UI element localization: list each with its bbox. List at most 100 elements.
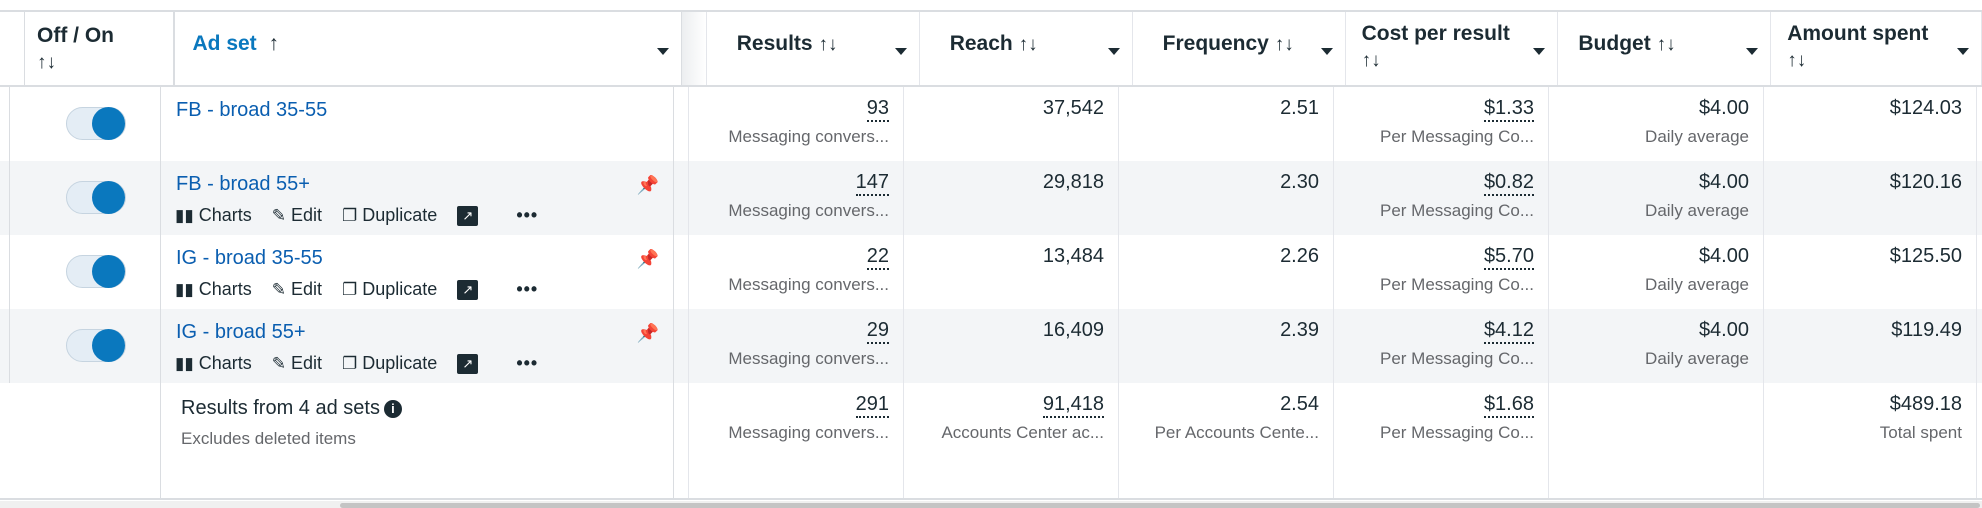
- on-off-toggle[interactable]: [66, 329, 126, 362]
- charts-button[interactable]: ▮▮ Charts: [175, 353, 252, 373]
- on-off-toggle[interactable]: [66, 107, 126, 140]
- frequency-value: 2.39: [1280, 319, 1319, 341]
- on-off-toggle[interactable]: [66, 255, 126, 288]
- cost-value[interactable]: $1.33: [1483, 97, 1534, 122]
- frequency-value: 2.51: [1280, 97, 1319, 119]
- results-value[interactable]: 29: [866, 319, 889, 344]
- trend-icon[interactable]: ↗: [457, 205, 479, 226]
- reach-value: 16,409: [1042, 319, 1104, 341]
- amount-value: $125.50: [1889, 245, 1962, 267]
- sort-icon[interactable]: ↑↓: [1656, 34, 1676, 55]
- column-menu-caret-icon[interactable]: [1533, 48, 1546, 55]
- sort-icon[interactable]: ↑↓: [1274, 34, 1294, 55]
- column-menu-caret-icon[interactable]: [1746, 48, 1759, 55]
- ad-sets-table: Off / On ↑↓ Ad set ↑ Results ↑↓ Reach ↑↓…: [0, 10, 1982, 500]
- more-options-icon[interactable]: •••: [516, 205, 539, 225]
- col-budget-header[interactable]: Budget ↑↓: [1558, 12, 1772, 85]
- adset-name-link[interactable]: FB - broad 35-55: [176, 99, 328, 121]
- table-row: FB - broad 35-55 93 Messaging convers... …: [0, 87, 1982, 161]
- duplicate-icon: ❐: [342, 205, 358, 225]
- summary-cost[interactable]: $1.68: [1483, 393, 1534, 418]
- scrollbar-thumb[interactable]: [340, 503, 1980, 508]
- cost-value[interactable]: $5.70: [1483, 245, 1534, 270]
- budget-value: $4.00: [1698, 319, 1749, 341]
- duplicate-button[interactable]: ❐ Duplicate: [342, 205, 438, 225]
- col-offon-header[interactable]: Off / On ↑↓: [25, 12, 175, 85]
- column-menu-caret-icon[interactable]: [1320, 48, 1333, 55]
- col-amount-header[interactable]: Amount spent ↑↓: [1771, 12, 1982, 85]
- charts-button[interactable]: ▮▮ Charts: [175, 205, 252, 225]
- summary-subtitle: Excludes deleted items: [181, 429, 356, 448]
- on-off-toggle[interactable]: [66, 181, 126, 214]
- sort-icon[interactable]: ↑↓: [1018, 34, 1038, 55]
- pin-icon[interactable]: 📌: [636, 175, 659, 195]
- sort-ascending-icon[interactable]: ↑: [268, 32, 280, 55]
- charts-button[interactable]: ▮▮ Charts: [175, 279, 252, 299]
- info-icon[interactable]: i: [383, 400, 402, 418]
- duplicate-icon: ❐: [342, 353, 358, 373]
- trend-icon[interactable]: ↗: [457, 279, 479, 300]
- cost-value[interactable]: $4.12: [1483, 319, 1534, 344]
- pencil-icon: ✎: [271, 205, 286, 225]
- column-menu-caret-icon[interactable]: [656, 48, 669, 55]
- frequency-value: 2.26: [1280, 245, 1319, 267]
- col-adset-header[interactable]: Ad set ↑: [175, 12, 682, 85]
- summary-frequency: 2.54: [1280, 393, 1319, 415]
- bar-chart-icon: ▮▮: [175, 353, 194, 373]
- row-actions: ▮▮ Charts ✎ Edit ❐ Duplicate ↗ •••: [175, 353, 538, 374]
- results-value[interactable]: 22: [866, 245, 889, 270]
- summary-title: Results from 4 ad sets i: [181, 397, 402, 420]
- sort-icon[interactable]: ↑↓: [818, 34, 838, 55]
- sort-icon[interactable]: ↑↓: [1787, 50, 1807, 71]
- cost-value[interactable]: $0.82: [1483, 171, 1534, 196]
- bar-chart-icon: ▮▮: [175, 205, 194, 225]
- results-value[interactable]: 147: [855, 171, 889, 196]
- bar-chart-icon: ▮▮: [175, 279, 194, 299]
- row-actions: ▮▮ Charts ✎ Edit ❐ Duplicate ↗ •••: [175, 205, 538, 226]
- duplicate-button[interactable]: ❐ Duplicate: [342, 353, 438, 373]
- amount-value: $124.03: [1889, 97, 1962, 119]
- adset-name-link[interactable]: IG - broad 55+: [176, 321, 306, 343]
- edit-button[interactable]: ✎ Edit: [271, 353, 323, 373]
- budget-value: $4.00: [1698, 171, 1749, 193]
- col-reach-header[interactable]: Reach ↑↓: [920, 12, 1133, 85]
- table-row: IG - broad 55+ 📌 ▮▮ Charts ✎ Edit ❐ Duplica…: [0, 309, 1982, 383]
- adset-name-link[interactable]: FB - broad 55+: [176, 173, 310, 195]
- summary-amount: $489.18: [1889, 393, 1962, 415]
- summary-reach[interactable]: 91,418: [1042, 393, 1104, 418]
- col-frequency-header[interactable]: Frequency ↑↓: [1133, 12, 1346, 85]
- edit-button[interactable]: ✎ Edit: [271, 205, 323, 225]
- column-menu-caret-icon[interactable]: [1107, 48, 1120, 55]
- trend-icon[interactable]: ↗: [457, 353, 479, 374]
- summary-row: Results from 4 ad sets i Excludes deleted…: [0, 383, 1982, 500]
- row-actions: ▮▮ Charts ✎ Edit ❐ Duplicate ↗ •••: [175, 279, 538, 300]
- column-menu-caret-icon[interactable]: [1957, 48, 1970, 55]
- duplicate-button[interactable]: ❐ Duplicate: [342, 279, 438, 299]
- frequency-value: 2.30: [1280, 171, 1319, 193]
- pencil-icon: ✎: [271, 279, 286, 299]
- sort-icon[interactable]: ↑↓: [1361, 50, 1381, 71]
- reach-value: 13,484: [1042, 245, 1104, 267]
- budget-value: $4.00: [1698, 245, 1749, 267]
- pencil-icon: ✎: [271, 353, 286, 373]
- adset-name-link[interactable]: IG - broad 35-55: [176, 247, 323, 269]
- pin-icon[interactable]: 📌: [636, 323, 659, 343]
- col-results-header[interactable]: Results ↑↓: [707, 12, 920, 85]
- sort-icon[interactable]: ↑↓: [37, 52, 56, 73]
- pin-icon[interactable]: 📌: [636, 249, 659, 269]
- edit-button[interactable]: ✎ Edit: [271, 279, 323, 299]
- results-value[interactable]: 93: [866, 97, 889, 122]
- duplicate-icon: ❐: [342, 279, 358, 299]
- more-options-icon[interactable]: •••: [516, 279, 539, 299]
- table-row: IG - broad 35-55 📌 ▮▮ Charts ✎ Edit ❐ Dupli…: [0, 235, 1982, 309]
- table-row: FB - broad 55+ 📌 ▮▮ Charts ✎ Edit ❐ Duplica…: [0, 161, 1982, 235]
- table-header: Off / On ↑↓ Ad set ↑ Results ↑↓ Reach ↑↓…: [0, 12, 1982, 87]
- summary-results[interactable]: 291: [855, 393, 889, 418]
- column-menu-caret-icon[interactable]: [894, 48, 907, 55]
- amount-value: $120.16: [1889, 171, 1962, 193]
- budget-value: $4.00: [1698, 97, 1749, 119]
- amount-value: $119.49: [1891, 319, 1962, 341]
- more-options-icon[interactable]: •••: [516, 353, 539, 373]
- col-cost-header[interactable]: Cost per result ↑↓: [1346, 12, 1559, 85]
- horizontal-scrollbar[interactable]: [0, 501, 1982, 508]
